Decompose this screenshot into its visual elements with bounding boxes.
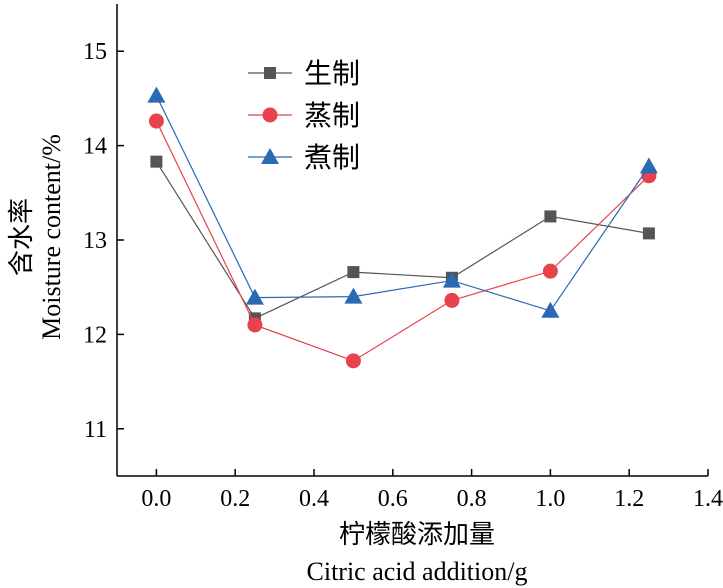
legend-marker [262,107,278,123]
y-axis-title-english: Moisture content/% [37,134,66,340]
data-point [544,210,557,223]
data-point [247,317,263,333]
legend-label: 煮制 [304,142,360,174]
series-2 [147,86,658,318]
series-layer [147,86,658,369]
y-tick-label: 13 [83,228,107,254]
y-tick-label: 15 [83,39,107,65]
y-axis-title-chinese: 含水率 [7,198,36,276]
legend-label: 蒸制 [304,100,360,132]
legend-entry: 煮制 [248,142,360,174]
data-point [639,157,658,174]
series-1 [148,113,657,369]
data-point [541,301,560,318]
axes: 0.0 0.2 0.4 0.6 0.8 1.0 1.2 1.4 11 12 13 14 15 [83,4,723,512]
data-point [148,113,164,129]
legend-entry: 蒸制 [248,100,360,132]
x-tick-label: 0.8 [457,486,487,512]
x-tick-label: 1.0 [535,486,565,512]
data-point [542,263,558,279]
x-axis-title-chinese: 柠檬酸添加量 [339,520,495,549]
data-point [147,86,166,103]
x-tick-label: 0.0 [141,486,171,512]
data-point [442,271,461,288]
x-tick-label: 1.2 [614,486,644,512]
legend-marker [264,67,276,79]
data-point [245,288,264,305]
data-point [344,287,363,304]
x-axis-title-english: Citric acid addition/g [307,557,528,586]
data-point [345,353,361,369]
x-tick-label: 0.2 [220,486,250,512]
data-point [444,292,460,308]
series-line [155,95,650,312]
y-tick-label: 12 [83,322,107,348]
legend-entry: 生制 [248,58,360,90]
y-tick-label: 11 [84,417,107,443]
series-0 [150,155,655,325]
y-tick-label: 14 [83,134,107,160]
data-point [642,227,655,240]
legend-marker [261,148,279,164]
data-point [347,266,360,279]
legend-label: 生制 [304,58,360,90]
data-point [150,155,163,168]
series-line [155,161,650,320]
x-tick-label: 0.6 [378,486,408,512]
x-tick-label: 0.4 [299,486,329,512]
x-tick-label: 1.4 [693,486,723,512]
series-line [155,120,650,362]
